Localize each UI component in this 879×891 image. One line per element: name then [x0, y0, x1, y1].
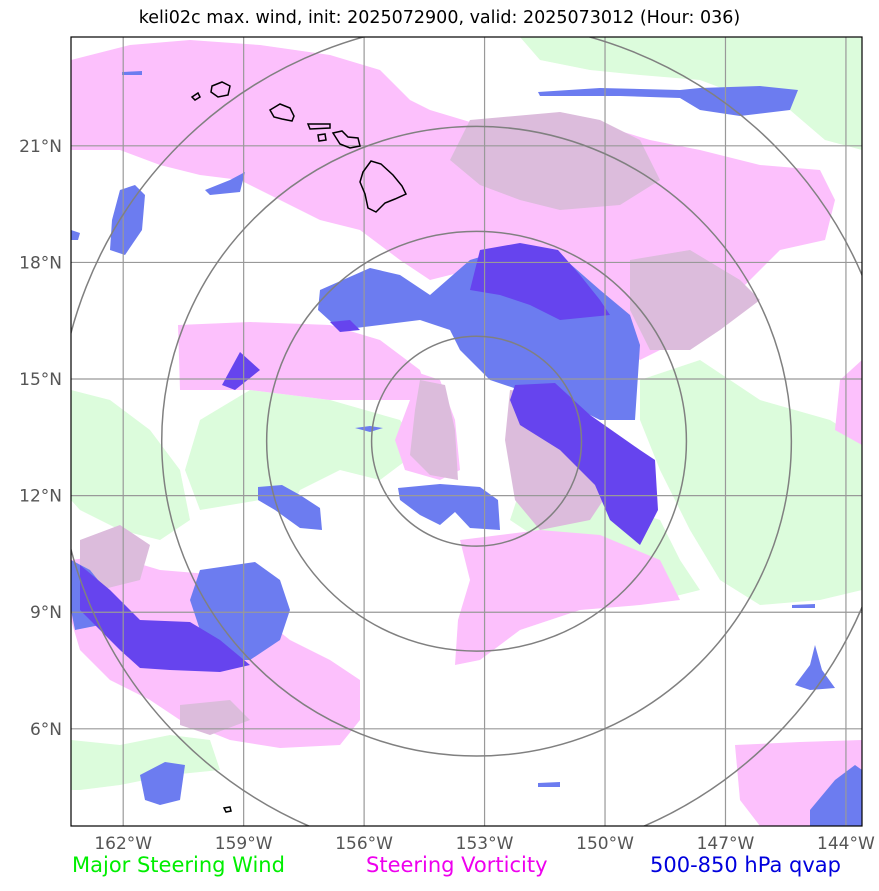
qvap-streak-north — [122, 71, 142, 75]
qvap-streak-center — [355, 426, 383, 432]
lon-tick-label: 147°W — [697, 834, 755, 854]
qvap-streak-south — [538, 782, 560, 787]
qvap-region-northwest — [110, 185, 145, 255]
qvap-streak-far-west — [71, 230, 80, 240]
overlap-region-center — [410, 380, 458, 480]
lon-tick-label: 159°W — [215, 834, 273, 854]
island-molokai — [306, 123, 331, 130]
vorticity-region-west-center — [178, 322, 430, 400]
island-niihau — [190, 91, 201, 101]
lat-tick-label: 15°N — [19, 370, 62, 390]
plot-area — [71, 37, 862, 826]
lat-tick-label: 21°N — [19, 137, 62, 157]
lat-tick-label: 18°N — [19, 253, 62, 273]
qvap-strong-region-diagonal — [510, 383, 658, 545]
qvap-region-southeast-small — [795, 645, 835, 690]
lon-tick-label: 156°W — [335, 834, 393, 854]
wind-region-west — [71, 390, 190, 540]
range-ring — [370, 335, 583, 547]
wind-region-southwest — [71, 735, 220, 790]
lat-tick-label: 6°N — [30, 720, 62, 740]
coastline-hawaii — [190, 81, 408, 813]
lat-tick-label: 9°N — [30, 603, 62, 623]
overlap-region-north — [450, 112, 660, 210]
lon-tick-label: 153°W — [456, 834, 514, 854]
island-kauai — [210, 81, 231, 98]
qvap-strong-region-center-small — [330, 320, 360, 332]
overlap-region-southwest — [180, 700, 250, 735]
range-rings — [71, 37, 862, 826]
map-title: keli02c max. wind, init: 2025072900, val… — [138, 8, 741, 28]
qvap-region-south-west-small — [140, 762, 185, 805]
overlap-region-east — [630, 250, 760, 350]
range-ring — [160, 125, 793, 757]
qvap-region-southwest — [190, 562, 290, 660]
lon-tick-label: 144°W — [817, 834, 875, 854]
island-maui — [331, 130, 361, 149]
legend-qvap: 500-850 hPa qvap — [650, 853, 841, 877]
island-southwest-dot — [222, 806, 232, 813]
vorticity-region-south — [455, 530, 680, 665]
vorticity-region-east-edge — [835, 360, 862, 445]
qvap-strong-region-west-center — [222, 352, 260, 390]
island-oahu — [268, 103, 295, 122]
graticule — [71, 37, 862, 826]
legend-steering-wind: Major Steering Wind — [72, 853, 285, 877]
qvap-streak-east — [792, 604, 815, 608]
qvap-region-northeast — [538, 86, 798, 116]
legend-steering-vorticity: Steering Vorticity — [366, 853, 548, 877]
island-hawaii — [359, 160, 408, 213]
lon-tick-label: 162°W — [94, 834, 152, 854]
wind-region-east — [640, 360, 862, 605]
range-ring — [265, 230, 688, 652]
overlap-region-west — [80, 525, 150, 590]
qvap-strong-region-southwest — [80, 565, 250, 672]
qvap-region-west-small — [258, 485, 322, 530]
plot-frame — [70, 36, 863, 827]
lon-tick-label: 150°W — [576, 834, 634, 854]
qvap-region-north-small — [205, 172, 245, 195]
island-lanai — [317, 133, 327, 142]
longitude-labels: 162°W 159°W 156°W 153°W 150°W 147°W 144°W — [94, 834, 875, 854]
latitude-labels: 21°N 18°N 15°N 12°N 9°N 6°N — [19, 137, 62, 740]
qvap-region-southeast-corner — [810, 765, 862, 826]
lat-tick-label: 12°N — [19, 487, 62, 507]
